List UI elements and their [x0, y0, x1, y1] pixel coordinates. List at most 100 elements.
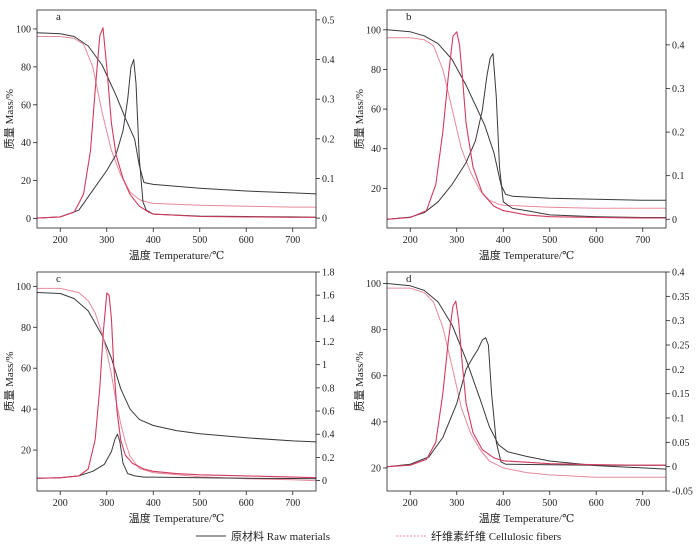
x-tick-label-b: 400 — [496, 235, 511, 246]
y-right-tick-label-c: 0.8 — [322, 383, 335, 394]
series-fiber-dtg-line-b — [387, 31, 666, 220]
y-right-tick-label-c: 1.4 — [322, 314, 335, 325]
y-right-tick-label-d: 0.35 — [672, 292, 690, 303]
y-left-tick-label-c: 100 — [16, 282, 31, 293]
x-tick-label-c: 700 — [285, 498, 300, 509]
x-tick-label-a: 400 — [146, 235, 161, 246]
x-tick-label-a: 700 — [285, 235, 300, 246]
y-right-tick-label-d: -0.05 — [672, 487, 693, 498]
series-raw-dtg-line-c — [37, 433, 316, 480]
y-right-tick-label-c: 1.8 — [322, 268, 335, 279]
series-fiber-tg-line-c — [37, 287, 316, 482]
y-right-tick-label-c: 1.2 — [322, 337, 335, 348]
panel-d: 200 300 400 500 600 700 20 40 60 80 100 -0.05 0 0.05 0… — [353, 268, 693, 526]
y-right-tick-label-b: 0.2 — [672, 128, 685, 139]
legend-raw-label: 原材料 Raw materials — [231, 529, 330, 543]
panel-letter-b: b — [406, 11, 412, 23]
y-left-tick-label-a: 80 — [21, 62, 31, 73]
x-tick-label-a: 600 — [239, 235, 254, 246]
y-axis-label-c: 质量 Mass/% — [3, 351, 16, 411]
x-tick-label-d: 300 — [449, 498, 464, 509]
series-raw-tg-line-a — [37, 32, 316, 195]
x-tick-label-b: 600 — [589, 235, 604, 246]
y-right-tick-label-a: 0.3 — [322, 95, 335, 106]
y-left-tick-label-b: 100 — [366, 25, 381, 36]
y-right-tick-label-a: 0.4 — [322, 55, 335, 66]
x-tick-label-c: 600 — [239, 498, 254, 509]
plot-frame-c — [36, 271, 317, 492]
y-left-tick-label-a: 0 — [26, 214, 31, 225]
x-tick-label-c: 400 — [146, 498, 161, 509]
y-left-tick-label-c: 60 — [21, 364, 31, 375]
y-left-tick-label-d: 40 — [371, 417, 381, 428]
panel-c: 200 300 400 500 600 700 20 40 60 80 100 0 0.2 0.4 0.6 0… — [3, 268, 335, 526]
y-right-tick-label-b: 0.4 — [672, 40, 685, 51]
y-left-tick-label-b: 80 — [371, 65, 381, 76]
y-right-tick-label-d: 0.4 — [672, 268, 685, 279]
y-right-tick-label-d: 0.15 — [672, 389, 690, 400]
x-tick-label-d: 400 — [496, 498, 511, 509]
y-right-tick-label-c: 0.4 — [322, 430, 335, 441]
y-left-tick-label-a: 100 — [16, 24, 31, 35]
y-left-tick-label-d: 100 — [366, 279, 381, 290]
y-axis-label-b: 质量 Mass/% — [353, 89, 366, 149]
x-tick-label-b: 300 — [449, 235, 464, 246]
series-group-d — [387, 283, 666, 478]
series-group-c — [37, 287, 316, 482]
x-tick-label-a: 200 — [53, 235, 68, 246]
y-right-tick-label-c: 1 — [322, 360, 327, 371]
plot-frame-d — [386, 271, 667, 492]
y-left-tick-label-b: 40 — [371, 144, 381, 155]
series-raw-tg-line-b — [387, 29, 666, 201]
x-tick-label-a: 300 — [99, 235, 114, 246]
panel-letter-c: c — [56, 273, 61, 285]
y-right-tick-label-d: 0.05 — [672, 438, 690, 449]
x-axis-label-b: 温度 Temperature/℃ — [479, 248, 575, 262]
y-left-tick-label-c: 20 — [21, 446, 31, 457]
y-right-tick-label-c: 0.2 — [322, 453, 335, 464]
y-left-tick-label-d: 80 — [371, 325, 381, 336]
legend-fiber-label: 纤维素纤维 Cellulosic fibers — [431, 530, 561, 543]
series-group-b — [387, 29, 666, 220]
y-right-tick-label-c: 1.6 — [322, 291, 335, 302]
y-right-tick-label-b: 0 — [672, 215, 677, 226]
x-tick-label-d: 500 — [542, 498, 557, 509]
y-left-tick-label-a: 20 — [21, 176, 31, 187]
x-axis-label-a: 温度 Temperature/℃ — [129, 248, 225, 262]
panel-a: 200 300 400 500 600 700 0 20 40 60 80 100 0 0.1 0.2 0.3… — [3, 9, 335, 262]
x-tick-label-d: 200 — [403, 498, 418, 509]
panel-letter-d: d — [406, 273, 412, 285]
y-left-tick-label-a: 40 — [21, 138, 31, 149]
series-raw-tg-line-c — [37, 292, 316, 443]
x-tick-label-c: 300 — [99, 498, 114, 509]
y-right-tick-label-d: 0.2 — [672, 365, 685, 376]
y-left-tick-label-c: 80 — [21, 323, 31, 334]
y-right-tick-label-a: 0.2 — [322, 134, 335, 145]
x-axis-label-c: 温度 Temperature/℃ — [129, 511, 225, 525]
series-raw-dtg-line-b — [387, 53, 666, 220]
x-tick-label-b: 200 — [403, 235, 418, 246]
series-fiber-tg-line-b — [387, 37, 666, 209]
plot-frame-a — [36, 9, 317, 229]
series-fiber-tg-line-a — [37, 36, 316, 208]
x-axis-label-d: 温度 Temperature/℃ — [479, 511, 575, 525]
y-right-tick-label-d: 0.25 — [672, 341, 690, 352]
x-tick-label-c: 500 — [192, 498, 207, 509]
y-right-tick-label-a: 0 — [322, 214, 327, 225]
y-left-tick-label-d: 60 — [371, 371, 381, 382]
y-axis-label-a: 质量 Mass/% — [3, 89, 16, 149]
y-right-tick-label-c: 0.6 — [322, 407, 335, 418]
y-right-tick-label-d: 0 — [672, 462, 677, 473]
series-raw-dtg-line-d — [387, 337, 666, 468]
y-right-tick-label-c: 0 — [322, 476, 327, 487]
series-fiber-dtg-line-a — [37, 27, 316, 219]
series-group-a — [37, 27, 316, 219]
y-right-tick-label-b: 0.3 — [672, 84, 685, 95]
series-fiber-dtg-line-c — [37, 292, 316, 479]
series-raw-dtg-line-a — [37, 59, 316, 219]
y-right-tick-label-d: 0.1 — [672, 414, 685, 425]
y-right-tick-label-a: 0.1 — [322, 174, 335, 185]
y-left-tick-label-c: 40 — [21, 405, 31, 416]
x-tick-label-a: 500 — [192, 235, 207, 246]
